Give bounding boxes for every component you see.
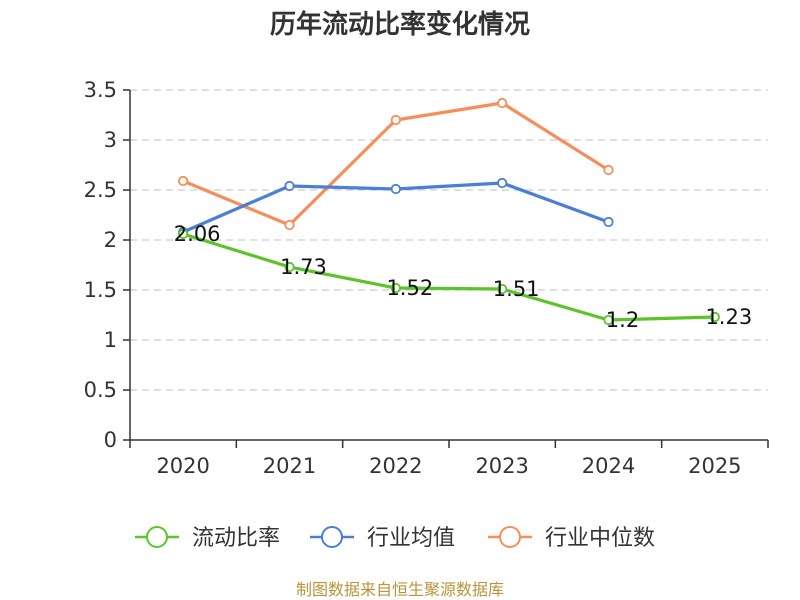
y-tick-label-3: 1.5 [84,278,117,302]
data-label-2020: 2.06 [174,222,221,246]
data-point-2-3 [497,97,508,109]
legend: 流动比率 行业均值 行业中位数 [135,526,655,551]
y-tick-label-0: 0 [104,428,117,452]
y-tick-label-5: 2.5 [84,178,117,202]
y-tick-label-6: 3 [104,128,117,152]
data-point-1-1 [284,180,295,192]
data-point-0-5 [709,311,720,323]
y-tick-label-4: 2 [104,228,117,252]
legend-marker-1 [321,526,343,548]
x-tick-label-2024: 2024 [582,454,635,478]
data-point-0-3 [497,283,508,295]
data-point-1-4 [603,216,614,228]
legend-marker-0 [146,526,168,548]
x-tick-label-2022: 2022 [369,454,422,478]
data-label-2023: 1.51 [493,277,540,301]
series-line-0 [182,232,715,322]
data-point-1-2 [390,183,401,195]
y-tick-label-1: 0.5 [84,378,117,402]
y-tick-label-7: 3.5 [84,78,117,102]
data-label-2025: 1.23 [705,305,752,329]
data-label-2024: 1.2 [606,308,639,332]
data-label-2021: 1.73 [280,255,327,279]
legend-label-2: 行业中位数 [545,526,655,551]
data-point-0-0 [178,228,189,240]
series-lines [182,101,715,322]
x-tick-label-2025: 2025 [688,454,741,478]
data-point-2-1 [284,219,295,231]
data-labels: 2.06 1.73 1.52 1.51 1.2 1.23 [174,222,752,332]
data-point-2-0 [178,175,189,187]
legend-label-0: 流动比率 [192,526,280,551]
chart-title: 历年流动比率变化情况 [270,9,530,40]
grid-lines [130,89,768,391]
data-point-2-2 [390,114,401,126]
legend-marker-2 [499,526,521,548]
data-point-1-3 [497,177,508,189]
y-tick-label-2: 1 [104,328,117,352]
data-point-2-4 [603,164,614,176]
x-tick-label-2023: 2023 [475,454,528,478]
source-note: 制图数据来自恒生聚源数据库 [296,580,504,599]
legend-label-1: 行业均值 [367,526,455,551]
data-label-2022: 1.52 [386,276,433,300]
data-point-0-4 [603,314,614,326]
series-points [178,97,720,326]
data-point-0-2 [390,282,401,294]
x-tick-label-2021: 2021 [263,454,316,478]
x-tick-label-2020: 2020 [156,454,209,478]
data-point-0-1 [284,261,295,273]
